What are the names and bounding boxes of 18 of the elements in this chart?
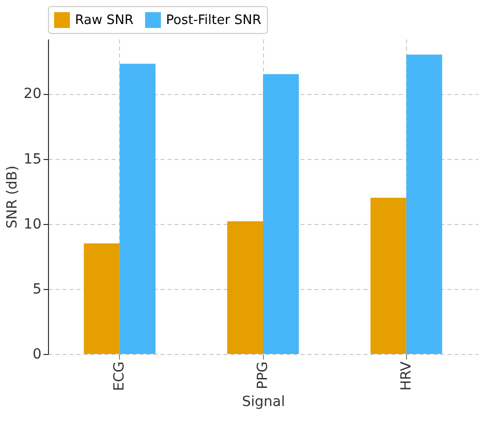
legend-label: Post-Filter SNR xyxy=(166,13,262,28)
bar xyxy=(84,243,120,354)
x-axis-title: Signal xyxy=(242,394,286,410)
y-tick-label: 15 xyxy=(24,151,42,168)
bar xyxy=(370,198,406,354)
x-tick-label: ECG xyxy=(112,362,128,391)
x-tick-label: PPG xyxy=(255,362,271,390)
y-tick-label: 10 xyxy=(24,216,42,232)
x-tick-label: HRV xyxy=(398,361,414,391)
bar xyxy=(120,64,156,354)
y-tick-label: 0 xyxy=(32,346,42,362)
bar xyxy=(227,221,263,354)
y-tick-label: 20 xyxy=(24,86,42,102)
y-tick-label: 5 xyxy=(32,281,42,298)
bar xyxy=(263,74,299,354)
bar xyxy=(406,54,442,354)
legend-label: Raw SNR xyxy=(75,13,134,28)
y-axis-title: SNR (dB) xyxy=(4,166,21,228)
